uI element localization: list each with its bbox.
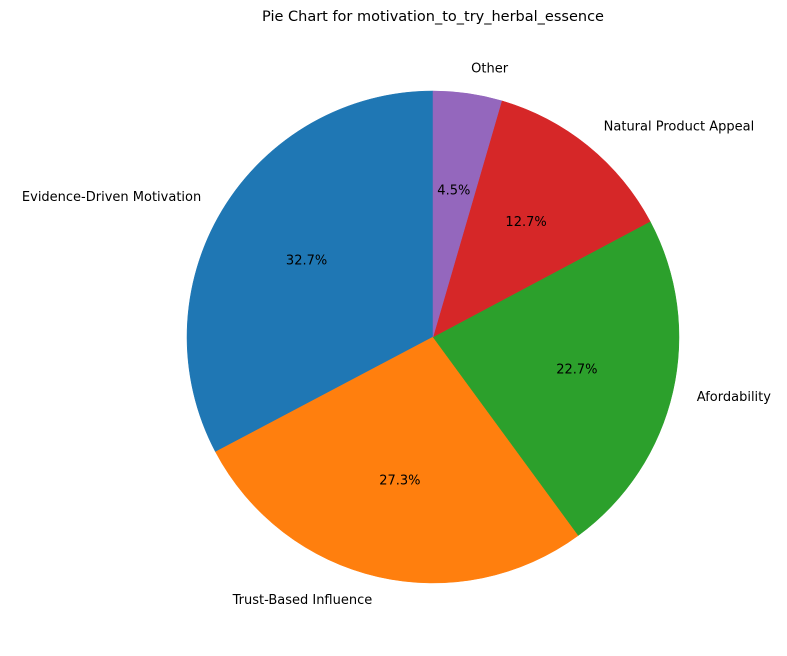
pie-slice-natural-product-appeal	[432, 100, 651, 338]
pie-slice-evidence-driven-motivation	[186, 90, 434, 453]
slice-category-label-other: Other	[471, 62, 509, 77]
pie-slice-afordability	[432, 221, 680, 536]
slice-percent-label: 22.7%	[556, 362, 597, 377]
slice-percent-label: 4.5%	[437, 183, 470, 198]
slice-percent-label: 32.7%	[286, 253, 327, 268]
slice-category-label-natural-product-appeal: Natural Product Appeal	[604, 119, 755, 134]
pie-slice-trust-based-influence	[215, 336, 579, 584]
slice-percent-label: 27.3%	[379, 473, 420, 488]
slice-category-label-evidence-driven-motivation: Evidence-Driven Motivation	[22, 190, 201, 205]
pie-slice-other	[432, 90, 503, 338]
slice-category-label-trust-based-influence: Trust-Based Influence	[232, 593, 373, 608]
pie-slices	[186, 90, 680, 584]
slice-percent-label: 12.7%	[505, 215, 546, 230]
chart-title: Pie Chart for motivation_to_try_herbal_e…	[262, 9, 604, 25]
pie-labels: 32.7% Evidence-Driven Motivation 27.3% Trus…	[22, 62, 771, 609]
slice-category-label-afordability: Afordability	[697, 390, 771, 405]
